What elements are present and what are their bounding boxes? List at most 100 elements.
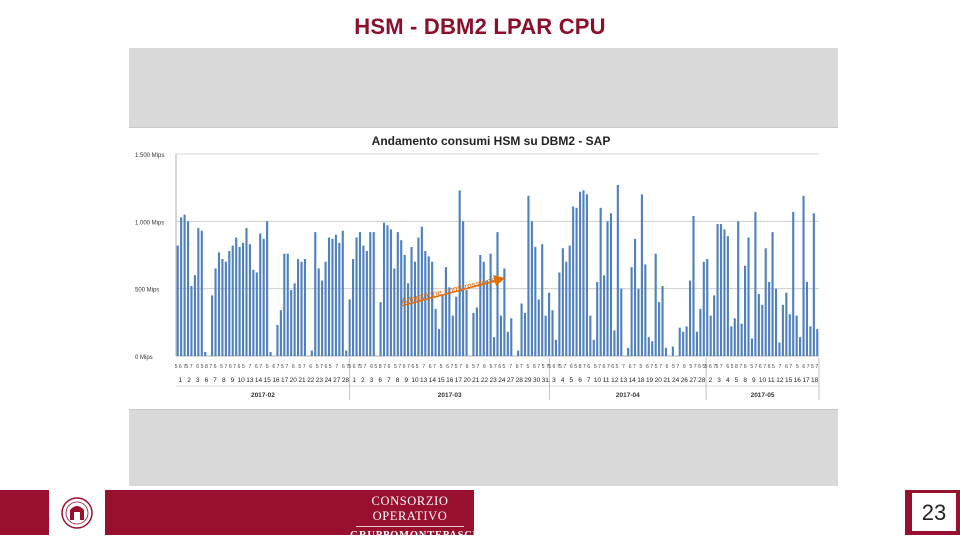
day-tick-label: 14 <box>255 377 263 384</box>
bar <box>651 341 654 356</box>
bar <box>235 237 238 356</box>
bar <box>248 244 251 356</box>
day-tick-label: 28 <box>342 377 350 384</box>
hour-tick-label: 6 <box>665 364 668 370</box>
day-tick-label: 9 <box>752 377 756 384</box>
bar <box>317 268 320 356</box>
hour-tick-label: 6 7 <box>516 364 523 370</box>
annotation-arrow-line <box>400 280 496 307</box>
footer-seal-area <box>49 490 105 535</box>
bar <box>554 339 558 356</box>
bar <box>802 195 805 356</box>
day-tick-label: 9 <box>404 377 408 384</box>
day-tick-label: 3 <box>717 377 721 384</box>
day-tick-label: 13 <box>620 377 628 384</box>
hour-tick-label: 5 7 <box>490 364 497 370</box>
bar <box>245 228 248 356</box>
hour-tick-label: 6 7 <box>272 364 279 370</box>
bar <box>768 281 771 356</box>
slide-title: HSM - DBM2 LPAR CPU <box>354 14 606 39</box>
bar <box>816 329 819 356</box>
day-tick-label: 21 <box>663 377 671 384</box>
day-tick-label: 5 <box>735 377 739 384</box>
hour-tick-label: 5 7 <box>455 364 462 370</box>
hour-tick-label: 5 7 <box>316 364 323 370</box>
bar <box>647 337 650 356</box>
bar <box>575 207 578 356</box>
hour-tick-label: 5 7 <box>672 364 679 370</box>
bar <box>321 280 324 356</box>
hour-tick-label: 5 7 <box>559 364 566 370</box>
bar <box>551 310 554 356</box>
bar <box>747 237 750 356</box>
bar <box>805 281 809 356</box>
bar <box>658 302 661 356</box>
bar <box>193 275 196 356</box>
bar <box>799 337 802 356</box>
bar <box>314 232 317 356</box>
bar <box>231 245 234 356</box>
bar <box>713 295 716 356</box>
y-tick-label: 1.000 Mips <box>135 220 164 226</box>
hour-tick-label: 6 5 <box>411 364 418 370</box>
bar <box>603 275 606 356</box>
bar <box>352 259 355 356</box>
bar <box>365 250 368 356</box>
chart-panel: Andamento consumi HSM su DBM2 - SAP 0 Mi… <box>129 127 838 410</box>
bar <box>682 331 685 356</box>
bar <box>324 261 327 356</box>
hour-tick-label: 7 <box>778 364 781 370</box>
bar <box>527 195 530 356</box>
bar <box>716 224 719 356</box>
hour-tick-label: 6 <box>370 364 373 370</box>
hour-tick-label: 5 7 <box>689 364 696 370</box>
bar <box>437 329 441 356</box>
bar <box>589 315 592 356</box>
bar <box>407 283 410 356</box>
bar <box>276 325 279 356</box>
day-tick-label: 10 <box>759 377 767 384</box>
bar <box>733 318 736 356</box>
bar <box>606 221 609 356</box>
bar <box>585 194 588 356</box>
bar <box>812 213 815 356</box>
bar <box>241 242 245 356</box>
bar <box>300 261 303 356</box>
day-tick-label: 24 <box>672 377 680 384</box>
bar <box>726 236 729 356</box>
bar <box>785 292 788 356</box>
hour-tick-label: 6 7 <box>255 364 262 370</box>
hour-tick-label: 6 7 <box>533 364 540 370</box>
bar <box>561 248 564 356</box>
bar <box>534 246 537 356</box>
bar <box>238 246 241 356</box>
bar <box>382 222 386 356</box>
bar <box>496 232 499 356</box>
hour-tick-label: 7 <box>622 364 625 370</box>
hour-tick-label: 5 <box>266 364 269 370</box>
day-tick-label: 12 <box>776 377 784 384</box>
bar <box>372 232 375 356</box>
bank-seal-icon <box>61 497 93 529</box>
day-tick-label: 24 <box>324 377 332 384</box>
hour-tick-label: 6 5 <box>768 364 775 370</box>
bar <box>702 261 705 356</box>
bar <box>262 238 265 356</box>
bar <box>465 290 468 356</box>
day-tick-label: 17 <box>455 377 463 384</box>
bar <box>599 207 602 356</box>
bar <box>723 229 726 356</box>
bar <box>441 295 444 356</box>
bar <box>730 326 733 356</box>
bar <box>400 240 403 356</box>
bar <box>214 268 217 356</box>
day-tick-label: 26 <box>681 377 689 384</box>
bar <box>217 252 221 356</box>
bar <box>633 238 637 356</box>
bar <box>737 221 740 356</box>
bar <box>596 281 599 356</box>
brand-logo: CONSORZIO OPERATIVO GRUPPOMONTEPASCHI <box>350 494 486 540</box>
day-tick-label: 15 <box>785 377 793 384</box>
bar <box>197 228 200 356</box>
annotation-arrowhead <box>493 275 505 286</box>
